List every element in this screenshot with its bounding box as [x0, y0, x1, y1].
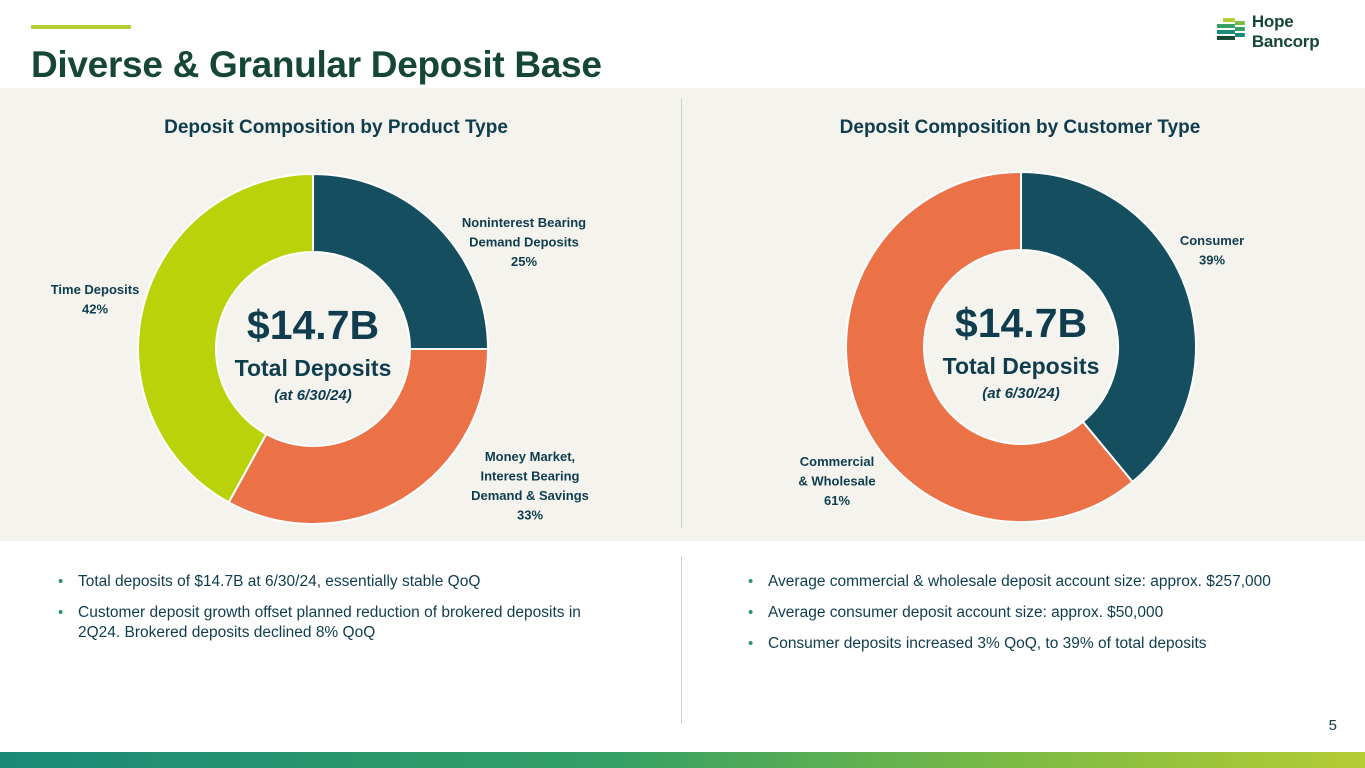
product-type-donut: Noninterest Bearing Demand Deposits 25% Mon… — [51, 172, 589, 525]
slide-title: Diverse & Granular Deposit Base — [31, 44, 602, 85]
logo-text: Hope Bancorp — [1251, 12, 1320, 51]
left-bullet: Customer deposit growth offset planned r… — [58, 603, 598, 643]
chart-divider — [681, 98, 682, 528]
center-total-label: Total Deposits — [235, 355, 392, 381]
left-bullet: Total deposits of $14.7B at 6/30/24, ess… — [58, 572, 598, 592]
right-bullet: Consumer deposits increased 3% QoQ, to 3… — [748, 634, 1348, 654]
company-logo: Hope Bancorp — [1217, 12, 1365, 52]
slice-label: Money Market, Interest Bearing Demand & Sa… — [471, 449, 589, 523]
center-total-value: $14.7B — [955, 300, 1087, 346]
slice-label: Time Deposits 42% — [51, 282, 140, 317]
slice-label: Commercial & Wholesale 61% — [798, 454, 875, 508]
right-bullet-list: Average commercial & wholesale deposit a… — [748, 572, 1348, 665]
donut-slice — [136, 172, 314, 504]
right-bullet: Average consumer deposit account size: a… — [748, 603, 1348, 623]
slice-label: Consumer 39% — [1180, 233, 1244, 268]
center-date-label: (at 6/30/24) — [982, 385, 1060, 402]
page-number: 5 — [1328, 717, 1337, 734]
donut-slice — [845, 170, 1134, 523]
center-date-label: (at 6/30/24) — [274, 387, 352, 404]
footer-gradient-bar — [0, 752, 1365, 768]
slice-label: Noninterest Bearing Demand Deposits 25% — [462, 215, 586, 269]
customer-type-donut: Consumer 39% Commercial & Wholesale 61% $14.7… — [798, 170, 1244, 523]
center-total-label: Total Deposits — [943, 353, 1100, 379]
donut-slice — [1020, 170, 1198, 484]
title-accent-line — [31, 25, 131, 29]
donut-slice — [312, 172, 490, 350]
bullets-divider — [681, 556, 682, 724]
center-total-value: $14.7B — [247, 302, 379, 348]
product-chart-title: Deposit Composition by Product Type — [164, 117, 508, 138]
left-bullet-list: Total deposits of $14.7B at 6/30/24, ess… — [58, 572, 598, 654]
hope-bancorp-logo-icon — [1217, 18, 1245, 40]
customer-chart-title: Deposit Composition by Customer Type — [839, 117, 1201, 138]
donut-slice — [227, 348, 490, 525]
right-bullet: Average commercial & wholesale deposit a… — [748, 572, 1348, 592]
